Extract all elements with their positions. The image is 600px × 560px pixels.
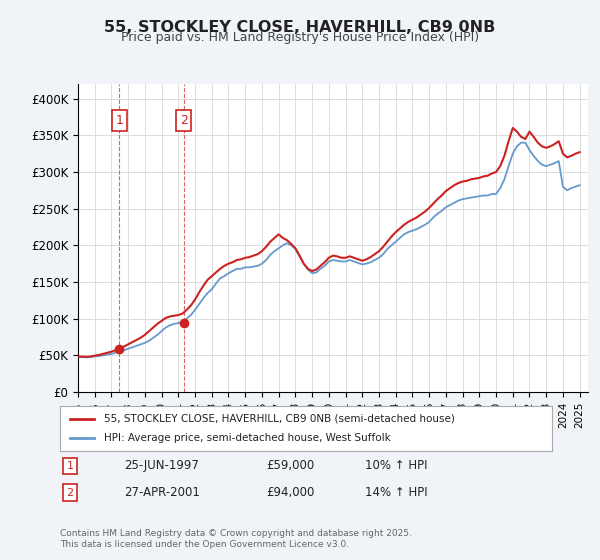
Text: 1: 1 bbox=[67, 461, 73, 471]
Text: Price paid vs. HM Land Registry's House Price Index (HPI): Price paid vs. HM Land Registry's House … bbox=[121, 31, 479, 44]
Text: 1: 1 bbox=[116, 114, 124, 127]
Text: 2: 2 bbox=[66, 488, 73, 498]
Text: £59,000: £59,000 bbox=[266, 459, 315, 473]
Text: Contains HM Land Registry data © Crown copyright and database right 2025.
This d: Contains HM Land Registry data © Crown c… bbox=[60, 529, 412, 549]
Text: 2: 2 bbox=[180, 114, 188, 127]
Text: 55, STOCKLEY CLOSE, HAVERHILL, CB9 0NB: 55, STOCKLEY CLOSE, HAVERHILL, CB9 0NB bbox=[104, 20, 496, 35]
Text: 27-APR-2001: 27-APR-2001 bbox=[124, 486, 200, 500]
Text: 10% ↑ HPI: 10% ↑ HPI bbox=[365, 459, 428, 473]
Text: HPI: Average price, semi-detached house, West Suffolk: HPI: Average price, semi-detached house,… bbox=[104, 433, 391, 444]
Text: 14% ↑ HPI: 14% ↑ HPI bbox=[365, 486, 428, 500]
Text: 25-JUN-1997: 25-JUN-1997 bbox=[124, 459, 199, 473]
Text: £94,000: £94,000 bbox=[266, 486, 315, 500]
Text: 55, STOCKLEY CLOSE, HAVERHILL, CB9 0NB (semi-detached house): 55, STOCKLEY CLOSE, HAVERHILL, CB9 0NB (… bbox=[104, 413, 455, 423]
